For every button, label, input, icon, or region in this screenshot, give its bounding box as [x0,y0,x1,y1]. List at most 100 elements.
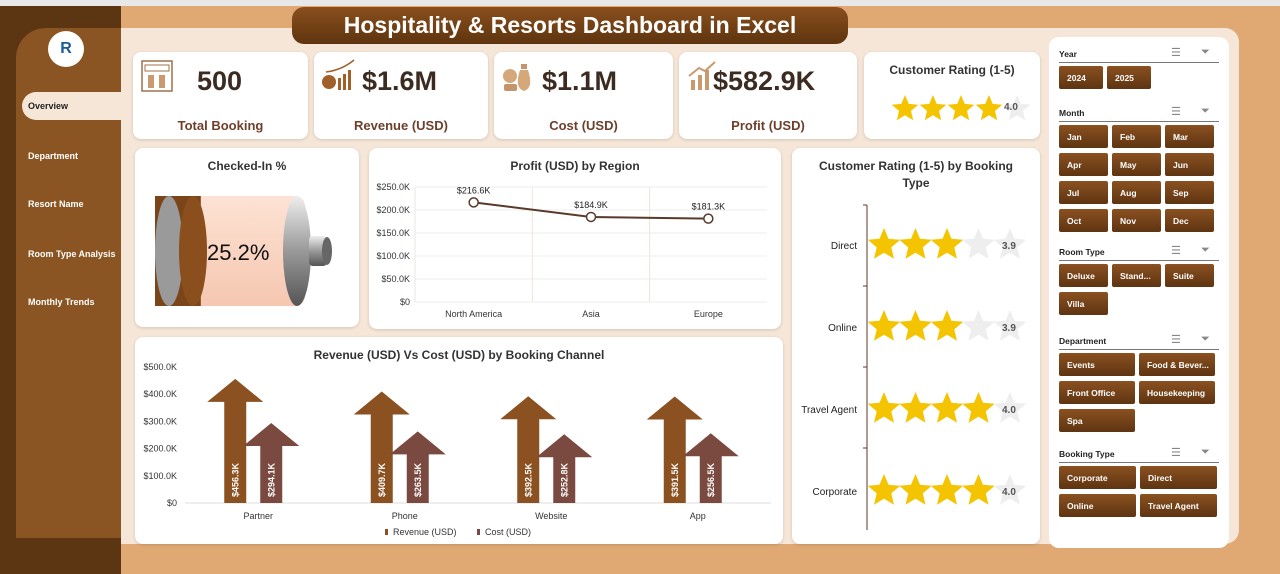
nav-resort-name[interactable]: Resort Name [22,190,121,218]
multi-select-icon[interactable]: ☰ [1171,447,1181,459]
clear-filter-icon[interactable]: ⏷ [1201,105,1210,117]
slicer-item[interactable]: Jun [1165,153,1214,176]
x-tick-label: Phone [392,511,418,521]
slicer-item[interactable]: 2024 [1059,66,1103,89]
star-filled-icon [891,95,919,121]
y-tick-label: $100.0K [143,471,177,481]
data-point [703,213,714,224]
y-category-label: Online [828,323,857,334]
star-filled-icon [947,95,975,121]
clear-filter-icon[interactable]: ⏷ [1201,446,1210,458]
y-tick-label: $300.0K [143,416,177,426]
nav-room-type-analysis[interactable]: Room Type Analysis [22,240,121,268]
star-filled-icon [867,474,901,505]
checked-in-value: 25.2% [207,240,270,265]
data-label: $392.5K [523,462,533,497]
kpi-value: $1.6M [362,66,438,96]
x-tick-label: North America [445,309,502,319]
clear-filter-icon[interactable]: ⏷ [1201,46,1210,58]
chart-title: Customer Rating (1-5) by Booking Type [818,159,1013,190]
star-filled-icon [899,392,932,423]
revenue-arrow-bar [353,391,410,503]
slicer-item[interactable]: Food & Bever... [1139,353,1215,376]
slicer-item[interactable]: Direct [1140,466,1217,489]
slicer-item[interactable]: May [1112,153,1161,176]
battery-gauge [155,196,332,306]
y-tick-label: $100.0K [376,251,410,261]
slicer-item[interactable]: Suite [1165,264,1214,287]
slicer-item[interactable]: Spa [1059,409,1135,432]
data-label: $256.5K [706,462,716,497]
money-growth-icon [322,59,355,90]
slicer-item[interactable]: Mar [1165,125,1214,148]
nav-monthly-trends[interactable]: Monthly Trends [22,288,121,316]
chart-title: Revenue (USD) Vs Cost (USD) by Booking C… [313,348,605,362]
multi-select-icon[interactable]: ☰ [1171,245,1181,257]
y-tick-label: $150.0K [376,228,410,238]
page-title: Hospitality & Resorts Dashboard in Excel [292,7,848,44]
slicer-item[interactable]: Jan [1059,125,1108,148]
slicer-item[interactable]: Deluxe [1059,264,1108,287]
nav-label: Department [28,151,79,161]
slicer-item[interactable]: Travel Agent [1140,494,1217,517]
slicer-item[interactable]: Sep [1165,181,1214,204]
rating-stars [890,94,1031,129]
multi-select-icon[interactable]: ☰ [1171,106,1181,118]
slicer-item[interactable]: Housekeeping [1139,381,1215,404]
logo: R [48,31,84,67]
slicer-header-year: Year ☰ ⏷ [1059,46,1219,63]
star-empty-icon [993,474,1027,505]
slicer-item[interactable]: Aug [1112,181,1161,204]
multi-select-icon[interactable]: ☰ [1171,47,1181,59]
slicer-item[interactable]: Front Office [1059,381,1135,404]
x-tick-label: Europe [694,309,723,319]
slicer-item[interactable]: Online [1059,494,1136,517]
star-filled-icon [975,95,1003,121]
chart-title: Profit (USD) by Region [510,159,640,173]
slicer-item[interactable]: Villa [1059,292,1108,315]
slicer-item[interactable]: 2025 [1107,66,1151,89]
slicer-item[interactable]: Apr [1059,153,1108,176]
slicer-item[interactable]: Oct [1059,209,1108,232]
clear-filter-icon[interactable]: ⏷ [1201,244,1210,256]
star-empty-icon [1003,95,1031,121]
kpi-value: $1.1M [542,66,618,96]
star-empty-icon [962,310,995,341]
slicer-item[interactable]: Dec [1165,209,1214,232]
slicer-title: Room Type [1059,247,1105,257]
legend-swatch [385,529,388,535]
clear-filter-icon[interactable]: ⏷ [1201,333,1210,345]
x-tick-label: App [690,511,706,521]
nav-label: Overview [28,101,69,111]
y-tick-label: $200.0K [143,444,177,454]
star-filled-icon [919,95,947,121]
slicer-item[interactable]: Events [1059,353,1135,376]
nav-department[interactable]: Department [22,142,121,170]
card-title: Checked-In % [207,159,287,173]
y-tick-label: $50.0K [381,274,410,284]
data-label: $216.6K [457,185,491,195]
x-tick-label: Partner [243,511,273,521]
kpi-label: Revenue (USD) [354,118,448,133]
y-tick-label: $0 [400,297,410,307]
customer-rating-card: Customer Rating (1-5) 4.0 [864,52,1040,139]
slicer-item[interactable]: Feb [1112,125,1161,148]
star-filled-icon [899,310,932,341]
slicer-item[interactable]: Nov [1112,209,1161,232]
multi-select-icon[interactable]: ☰ [1171,334,1181,346]
star-empty-icon [993,310,1027,341]
slicer-item[interactable]: Stand... [1112,264,1161,287]
slicer-header-booking-type: Booking Type ☰ ⏷ [1059,446,1219,463]
x-tick-label: Asia [582,309,600,319]
data-label: $184.9K [574,200,608,210]
slicer-item[interactable]: Corporate [1059,466,1136,489]
star-empty-icon [993,392,1027,423]
star-empty-icon [962,228,995,259]
slicer-item[interactable]: Jul [1059,181,1108,204]
kpi-total-booking: 500 Total Booking [133,52,308,139]
nav-overview[interactable]: Overview [22,92,121,120]
data-label: 4.0 [1002,405,1016,416]
slicer-title: Year [1059,49,1077,59]
slicer-title: Month [1059,108,1085,118]
kpi-label: Profit (USD) [731,118,805,133]
